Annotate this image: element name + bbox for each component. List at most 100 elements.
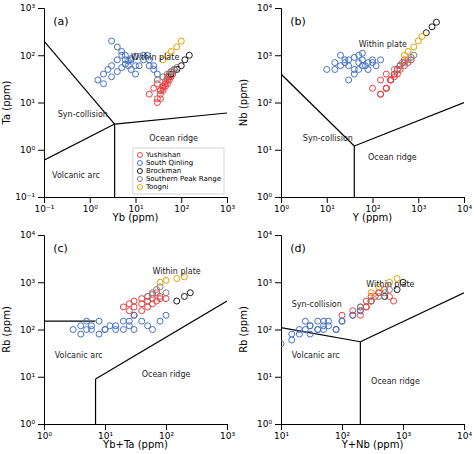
legend: YushishanSouth QinlingBrockmanSouthern P… xyxy=(133,148,224,194)
point xyxy=(154,77,160,83)
point xyxy=(368,298,374,304)
legend-marker xyxy=(137,169,142,174)
boundary-line xyxy=(96,301,227,379)
point xyxy=(401,52,407,58)
point xyxy=(119,49,125,55)
x-tick-mark xyxy=(227,197,228,203)
point xyxy=(149,290,155,296)
y-tick-label: 10³ xyxy=(257,278,272,288)
point xyxy=(78,323,84,329)
point xyxy=(365,66,371,72)
y-tick-label: 10¹ xyxy=(257,145,272,155)
point xyxy=(370,57,376,63)
point xyxy=(302,318,308,324)
series xyxy=(281,308,363,347)
panel: 10⁰10¹10²10³10⁴10⁰10¹10²10³10⁴Y (ppm)Nb … xyxy=(238,3,472,223)
x-axis-title: Yb+Ta (ppm) xyxy=(102,439,168,450)
point xyxy=(96,331,102,337)
panel: 10⁻¹10⁰10¹10²10³10⁻¹10⁰10¹10²10³Yb (ppm)… xyxy=(1,3,235,223)
point xyxy=(433,19,439,25)
point xyxy=(357,304,363,310)
point xyxy=(119,65,125,71)
x-tick: 10⁰ xyxy=(37,424,52,441)
field-label: Volcanic arc xyxy=(52,171,100,180)
boundary-line xyxy=(44,124,115,160)
plot-area xyxy=(281,276,464,424)
y-tick-label: 10² xyxy=(257,98,272,108)
point xyxy=(359,63,365,69)
panel-label: (d) xyxy=(290,242,306,255)
y-tick-mark xyxy=(275,55,281,56)
point xyxy=(157,279,163,285)
point xyxy=(289,331,295,337)
point xyxy=(391,66,397,72)
point xyxy=(181,293,187,299)
y-axis-line xyxy=(38,9,45,198)
y-tick-label: 10³ xyxy=(257,51,272,61)
x-axis-line xyxy=(282,425,465,431)
x-tick-mark xyxy=(166,424,167,430)
field-label: Within plate xyxy=(152,267,200,276)
y-tick: 10⁴ xyxy=(257,3,281,13)
field-label: Ocean ridge xyxy=(368,153,417,162)
point xyxy=(139,308,145,314)
y-tick: 10⁰ xyxy=(20,145,44,155)
y-tick-mark xyxy=(38,424,44,425)
x-tick-label: 10¹ xyxy=(274,431,289,441)
y-tick-mark xyxy=(275,235,281,236)
point xyxy=(350,312,356,318)
y-tick-label: 10⁰ xyxy=(257,419,272,429)
point xyxy=(101,81,107,87)
point xyxy=(405,49,411,55)
y-tick-mark xyxy=(38,150,44,151)
field-label: Syn-collision xyxy=(292,300,342,309)
y-tick-mark xyxy=(275,282,281,283)
point xyxy=(307,331,313,337)
y-tick-mark xyxy=(275,103,281,104)
point xyxy=(307,323,313,329)
field-label: Ocean ridge xyxy=(371,377,420,386)
y-tick-label: 10⁴ xyxy=(257,3,272,13)
point xyxy=(388,77,394,83)
point xyxy=(120,304,126,310)
y-axis: 10⁻¹10⁰10¹10²10³ xyxy=(15,3,44,202)
point xyxy=(332,60,338,66)
x-tick: 10⁰ xyxy=(83,197,98,214)
point xyxy=(186,52,192,58)
x-tick: 10¹ xyxy=(320,197,335,214)
point xyxy=(102,327,108,333)
y-tick: 10⁻¹ xyxy=(15,192,44,202)
field-label: Volcanic arc xyxy=(292,351,340,360)
y-tick: 10² xyxy=(257,325,281,335)
point xyxy=(163,296,169,302)
legend-marker xyxy=(137,185,142,190)
y-tick-label: 10¹ xyxy=(20,98,35,108)
figure: 10⁻¹10⁰10¹10²10³10⁻¹10⁰10¹10²10³Yb (ppm)… xyxy=(0,0,474,454)
point xyxy=(368,298,374,304)
point xyxy=(70,327,76,333)
y-axis: 10⁰10¹10²10³10⁴ xyxy=(257,230,282,429)
point xyxy=(373,63,379,69)
point xyxy=(131,327,137,333)
point xyxy=(363,304,369,310)
legend-label: Yushishan xyxy=(145,151,181,159)
point xyxy=(388,77,394,83)
point xyxy=(133,71,139,77)
x-tick: 10³ xyxy=(220,197,235,214)
y-tick: 10² xyxy=(20,51,44,61)
point xyxy=(139,318,145,324)
series xyxy=(70,312,169,337)
x-tick-mark xyxy=(373,197,374,203)
y-axis-title: Rb (ppm) xyxy=(238,306,249,353)
y-tick-mark xyxy=(275,8,281,9)
x-tick: 10⁻¹ xyxy=(35,197,55,214)
x-tick-label: 10⁴ xyxy=(457,431,472,441)
point xyxy=(146,91,152,97)
legend-label: Toogni xyxy=(145,183,169,191)
y-tick: 10³ xyxy=(20,278,44,288)
point xyxy=(388,77,394,83)
y-axis-title: Ta (ppm) xyxy=(1,80,12,125)
y-axis: 10⁰10¹10²10³10⁴ xyxy=(20,230,45,429)
y-tick: 10² xyxy=(257,98,281,108)
y-tick: 10³ xyxy=(257,51,281,61)
